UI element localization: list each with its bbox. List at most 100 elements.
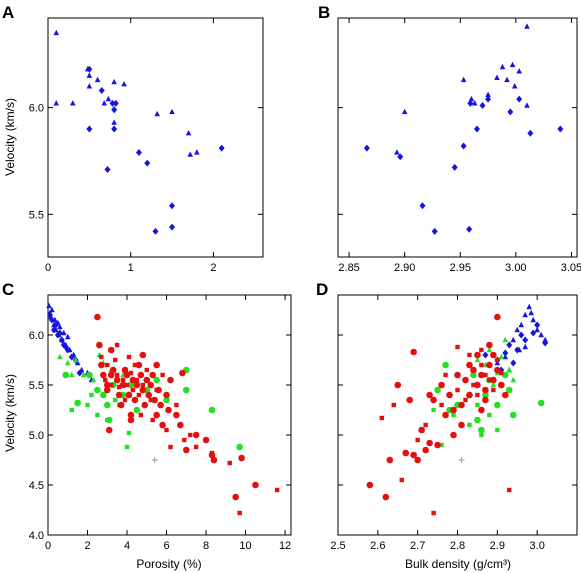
red-circle-point (202, 436, 210, 444)
y-tick-label: 5.5 (29, 209, 44, 221)
red-circle-point (163, 391, 170, 399)
data-points (53, 29, 225, 235)
blue-diamond-point (557, 125, 564, 133)
plot-frame (47, 17, 264, 258)
green-circle-point (103, 401, 111, 409)
y-tick-label: 5.0 (29, 430, 44, 442)
tick-labels: 0 2 4 6 8 10 12 4.0 4.5 5.0 5.5 6.0 (29, 330, 291, 552)
red-square-point (174, 402, 179, 408)
red-square-point (160, 372, 165, 378)
red-square-point (237, 510, 242, 516)
panel-letter: C (2, 280, 14, 299)
red-circle-point (450, 406, 457, 414)
green-triangle-point (490, 381, 497, 388)
red-circle-point (502, 391, 509, 399)
green-triangle-point (72, 356, 79, 363)
red-circle-point (141, 401, 149, 409)
red-square-point (114, 372, 120, 378)
red-circle-point (151, 396, 158, 404)
red-circle-point (470, 366, 477, 374)
blue-triangle-point (194, 149, 200, 155)
x-axis-title: Bulk density (g/cm³) (405, 557, 511, 571)
data-points (363, 23, 564, 235)
blue-diamond-point (52, 321, 59, 329)
blue-triangle-point (121, 80, 127, 87)
blue-triangle-point (511, 83, 518, 89)
x-tick-label: 2.9 (490, 540, 505, 552)
x-tick-label: 2.6 (370, 540, 385, 552)
panel-letter: D (316, 280, 328, 299)
red-square-point (144, 367, 149, 373)
blue-triangle-point (542, 336, 548, 343)
green-square-point (112, 397, 118, 403)
red-square-point (487, 377, 492, 383)
red-circle-point (153, 411, 160, 419)
blue-triangle-point (394, 149, 400, 155)
blue-diamond-point (518, 331, 525, 339)
red-circle-point (182, 446, 190, 454)
blue-triangle-point (468, 95, 475, 102)
blue-triangle-point (401, 108, 408, 115)
red-circle-point (115, 391, 123, 399)
red-square-point (122, 397, 128, 403)
red-square-point (150, 417, 155, 423)
blue-triangle-point (514, 326, 521, 333)
red-square-point (114, 342, 120, 348)
axis-ticks (338, 18, 577, 257)
red-square-point (182, 437, 187, 443)
y-tick-label: 4.0 (29, 530, 44, 542)
blue-diamond-point (466, 225, 473, 233)
blue-diamond-point (104, 166, 111, 174)
green-circle-point (478, 426, 485, 434)
green-square-point (487, 412, 492, 418)
red-circle-point (474, 351, 481, 359)
red-square-point (467, 352, 472, 358)
green-triangle-point (498, 353, 505, 360)
red-circle-point (486, 341, 493, 349)
green-square-point (124, 444, 130, 450)
red-circle-point (127, 411, 135, 419)
red-square-point (188, 432, 193, 438)
x-tick-label: 2.85 (338, 262, 359, 274)
blue-diamond-point (419, 202, 426, 210)
red-circle-point (410, 348, 417, 356)
green-triangle-point (64, 359, 71, 366)
blue-triangle-point (111, 78, 117, 85)
red-circle-point (125, 391, 133, 399)
red-circle-point (434, 441, 441, 449)
green-triangle-point (506, 366, 513, 373)
red-circle-point (458, 421, 465, 429)
blue-triangle-point (471, 100, 478, 106)
blue-diamond-point (144, 159, 151, 167)
blue-triangle-point (504, 76, 510, 83)
blue-diamond-point (516, 95, 523, 103)
blue-triangle-point (524, 23, 530, 29)
grey-plus-point (458, 457, 465, 463)
green-triangle-point (474, 356, 481, 363)
blue-triangle-point (86, 83, 93, 89)
red-square-point (483, 372, 488, 378)
red-circle-point (192, 431, 200, 439)
tick-labels: 2.5 2.6 2.7 2.8 2.9 3.0 (330, 540, 544, 552)
axis-ticks (337, 295, 577, 536)
red-circle-point (426, 439, 433, 447)
green-circle-point (100, 391, 107, 399)
red-circle-point (394, 381, 402, 389)
red-square-point (443, 372, 448, 378)
red-circle-point (232, 493, 239, 501)
green-circle-point (62, 371, 70, 379)
red-square-point (164, 427, 169, 433)
red-square-point (99, 354, 104, 360)
green-circle-point (509, 411, 517, 419)
x-tick-label: 1 (128, 262, 134, 274)
blue-diamond-point (451, 163, 458, 171)
blue-triangle-point (522, 311, 529, 318)
x-tick-label: 2.8 (450, 540, 465, 552)
x-tick-label: 0 (45, 540, 51, 552)
red-square-point (138, 412, 144, 418)
blue-triangle-point (524, 102, 530, 108)
red-circle-point (98, 361, 105, 369)
blue-triangle-point (74, 359, 81, 366)
red-circle-point (113, 376, 121, 384)
red-circle-point (422, 446, 429, 454)
